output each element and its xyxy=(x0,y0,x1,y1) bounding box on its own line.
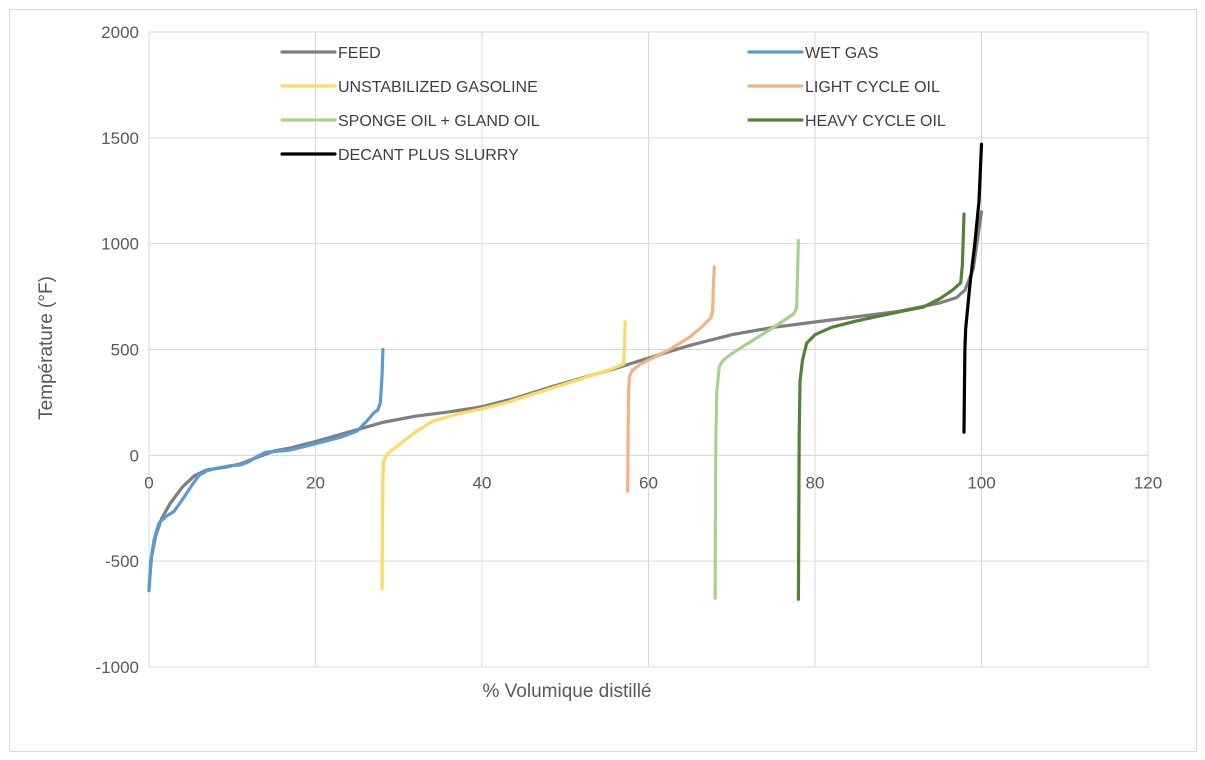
legend-label-wet-gas: WET GAS xyxy=(805,45,879,62)
series-line-decant-plus-slurry xyxy=(962,142,984,434)
series-line-feed xyxy=(147,210,984,591)
legend-label-decant-plus-slurry: DECANT PLUS SLURRY xyxy=(338,147,519,164)
x-tick-label: 60 xyxy=(639,473,658,492)
y-tick-label: 500 xyxy=(111,341,139,360)
x-tick-label: 100 xyxy=(967,473,995,492)
series-group xyxy=(147,142,984,601)
y-tick-label: -500 xyxy=(105,552,139,571)
y-tick-label: -1000 xyxy=(96,658,139,677)
series-line-heavy-cycle-oil xyxy=(796,212,966,601)
y-tick-label: 2000 xyxy=(101,23,139,42)
series-line-unstabilized-gasoline xyxy=(380,320,627,591)
x-tick-label: 20 xyxy=(306,473,325,492)
series-line-light-cycle-oil xyxy=(626,265,716,493)
legend-label-heavy-cycle-oil: HEAVY CYCLE OIL xyxy=(805,113,946,130)
tick-labels: -1000 -500 0 500 1000 1500 2000 0 20 40 60 80 100 120 xyxy=(96,23,1163,677)
series-line-wet-gas xyxy=(147,347,385,593)
legend: FEED WET GAS UNSTABILIZED GASOLINE LIGHT CY… xyxy=(280,45,946,164)
series-line-sponge-oil-gland-oil xyxy=(713,238,800,600)
legend-label-feed: FEED xyxy=(338,45,381,62)
x-tick-label: 80 xyxy=(806,473,825,492)
y-tick-label: 1500 xyxy=(101,129,139,148)
y-tick-label: 0 xyxy=(130,446,139,465)
legend-label-sponge-oil-gland-oil: SPONGE OIL + GLAND OIL xyxy=(338,113,540,130)
y-tick-label: 1000 xyxy=(101,235,139,254)
x-tick-label: 40 xyxy=(473,473,492,492)
x-axis-title: % Volumique distillé xyxy=(483,681,652,702)
gridlines xyxy=(148,31,1149,668)
chart-frame xyxy=(9,9,1197,752)
legend-label-light-cycle-oil: LIGHT CYCLE OIL xyxy=(805,79,940,96)
x-tick-label: 0 xyxy=(144,473,153,492)
y-axis-title: Température (°F) xyxy=(36,276,57,420)
legend-label-unstabilized-gasoline: UNSTABILIZED GASOLINE xyxy=(338,79,538,96)
x-tick-label: 120 xyxy=(1134,473,1162,492)
